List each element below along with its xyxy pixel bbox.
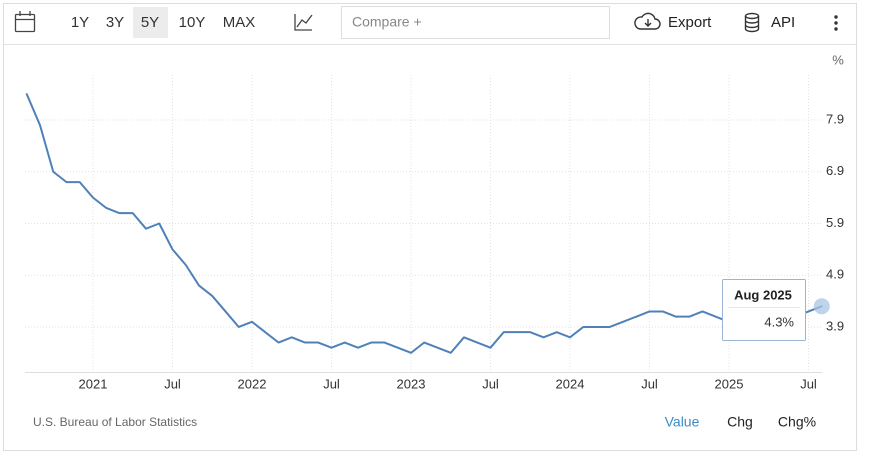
- api-icon[interactable]: [744, 12, 760, 33]
- x-tick-label: Jul: [641, 376, 658, 391]
- x-tick-label: 2024: [556, 376, 585, 391]
- api-button[interactable]: API: [771, 14, 795, 31]
- tooltip-box: [722, 279, 806, 341]
- y-tick-label: 6.9: [826, 163, 844, 178]
- x-tick-label: Jul: [482, 376, 499, 391]
- y-tick-label: 3.9: [826, 318, 844, 333]
- x-tick-label: 2023: [397, 376, 426, 391]
- range-button[interactable]: MAX: [223, 14, 256, 31]
- source: U.S. Bureau of Labor Statistics: [33, 415, 197, 429]
- export-icon[interactable]: [634, 12, 661, 30]
- footer-tab[interactable]: Chg: [727, 414, 753, 430]
- range-active-bg: [133, 7, 168, 38]
- export-button[interactable]: Export: [668, 14, 712, 31]
- data-line: [25, 93, 823, 354]
- footer-tab[interactable]: Value: [665, 414, 700, 430]
- compare-placeholder: Compare +: [352, 14, 422, 30]
- y-tick-label: 4.9: [826, 267, 844, 282]
- range-button[interactable]: 1Y: [71, 14, 89, 31]
- footer-tab[interactable]: Chg%: [778, 414, 816, 430]
- range-button[interactable]: 5Y: [141, 14, 159, 31]
- y-tick-label: 7.9: [826, 111, 844, 126]
- x-tick-label: Jul: [800, 376, 817, 391]
- calendar-icon[interactable]: [14, 11, 36, 33]
- tooltip-title: Aug 2025: [734, 287, 792, 302]
- x-tick-label: 2022: [238, 376, 267, 391]
- range-button[interactable]: 10Y: [179, 14, 206, 31]
- y-unit-label: %: [832, 52, 844, 67]
- range-button[interactable]: 3Y: [106, 14, 124, 31]
- chart-type-icon[interactable]: [294, 14, 313, 31]
- tooltip-value: 4.3%: [764, 314, 794, 329]
- last-point: [813, 298, 830, 315]
- compare-input[interactable]: [341, 6, 610, 39]
- x-tick-label: 2021: [79, 376, 108, 391]
- y-tick-label: 5.9: [826, 215, 844, 230]
- x-tick-label: 2025: [715, 376, 744, 391]
- x-tick-label: Jul: [323, 376, 340, 391]
- x-tick-label: Jul: [164, 376, 181, 391]
- menu-icon[interactable]: [834, 15, 838, 31]
